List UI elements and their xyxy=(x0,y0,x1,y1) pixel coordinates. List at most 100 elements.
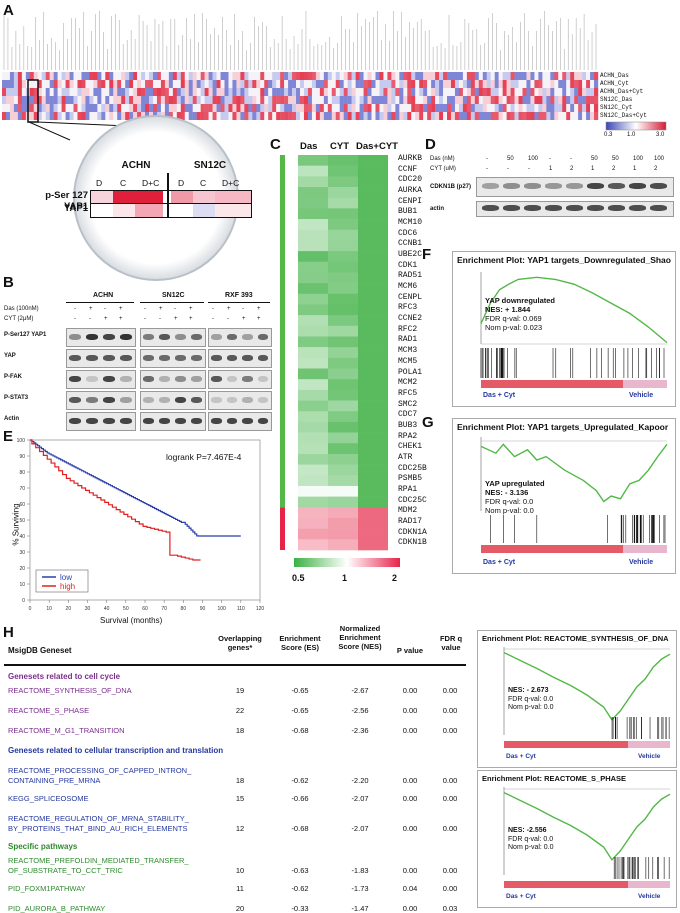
heat-cell xyxy=(351,72,356,80)
heat-cell xyxy=(435,96,440,104)
heat-cell xyxy=(298,485,328,497)
km-curve-high xyxy=(30,439,201,561)
x-tick-label: 70 xyxy=(161,606,167,612)
heat-cell xyxy=(319,104,325,112)
heat-cell xyxy=(21,112,27,120)
heat-cell xyxy=(133,80,138,88)
blot-band xyxy=(257,418,268,424)
cyt-value: - xyxy=(528,166,530,172)
heat-cell xyxy=(562,80,567,88)
es-value: -0.66 xyxy=(291,794,309,803)
heat-cell xyxy=(502,104,507,112)
y-tick-label: 90 xyxy=(19,454,25,460)
p-value: 0.00 xyxy=(402,904,418,913)
heat-cell xyxy=(65,80,70,88)
heat-cell xyxy=(431,88,436,96)
heat-cell xyxy=(411,88,416,96)
heat-cell xyxy=(208,72,213,80)
heat-cell xyxy=(586,80,591,88)
heat-cell xyxy=(447,80,452,88)
heat-cell xyxy=(586,104,591,112)
heat-cell xyxy=(248,72,253,80)
heat-cell xyxy=(328,176,358,188)
heat-cell xyxy=(466,88,472,96)
heat-cell xyxy=(97,88,102,96)
heat-cell xyxy=(13,112,19,120)
heat-cell xyxy=(41,88,46,96)
heat-cell xyxy=(358,176,388,188)
heat-cell xyxy=(37,112,42,120)
heat-cell xyxy=(339,104,344,112)
heat-cell xyxy=(208,112,213,120)
heat-cell xyxy=(93,104,98,112)
heat-cell xyxy=(458,104,464,112)
x-tick-label: 50 xyxy=(123,606,129,612)
heat-cell xyxy=(328,475,358,487)
es-value: -0.63 xyxy=(291,866,309,875)
heat-cell xyxy=(284,72,289,80)
gsea-plot-h1: Enrichment Plot: REACTOME_SYNTHESIS_OF_D… xyxy=(477,630,677,768)
es-value: -0.68 xyxy=(291,726,309,735)
gene-label: CCNB1 xyxy=(398,239,423,249)
heat-cell xyxy=(395,104,400,112)
heat-cell xyxy=(260,112,265,120)
heat-cell xyxy=(486,104,491,112)
heat-cell xyxy=(482,96,487,104)
heat-cell xyxy=(298,272,328,284)
heat-cell xyxy=(443,96,448,104)
heat-cell xyxy=(534,80,539,88)
heat-cell xyxy=(570,72,575,80)
heat-cell xyxy=(204,112,209,120)
heat-cell xyxy=(546,88,551,96)
heat-cell xyxy=(298,155,328,166)
heat-cell xyxy=(478,88,483,96)
heat-cell xyxy=(33,80,38,88)
heat-cell xyxy=(443,104,448,112)
heat-cell xyxy=(403,72,408,80)
heat-cell xyxy=(578,96,583,104)
heat-cell xyxy=(216,88,221,96)
heat-cell xyxy=(359,88,364,96)
heat-cell xyxy=(97,72,102,80)
blot-band xyxy=(524,183,541,189)
annot-line: NES: - 2.673 xyxy=(508,687,549,694)
heat-cell xyxy=(298,165,328,177)
heat-cell xyxy=(328,400,358,412)
es-value: -0.33 xyxy=(291,904,309,913)
heat-cell xyxy=(29,104,34,112)
heat-cell xyxy=(298,197,328,209)
geneset-name: REACTOME_REGULATION_OF_MRNA_STABILITY_ xyxy=(8,814,189,823)
heat-cell xyxy=(288,88,293,96)
c-scale-tick: 0.5 xyxy=(292,573,305,583)
heat-cell xyxy=(358,368,388,380)
heat-cell xyxy=(298,389,328,401)
heat-cell xyxy=(73,96,78,104)
heat-cell xyxy=(121,96,126,104)
heat-cell xyxy=(13,72,19,80)
heat-cell xyxy=(152,88,158,96)
heat-cell xyxy=(435,112,440,120)
y-tick-label: 0 xyxy=(22,598,25,604)
heat-cell xyxy=(510,72,515,80)
heat-cell xyxy=(423,88,428,96)
heat-cell xyxy=(164,96,170,104)
zoom-cell-line: SN12C xyxy=(193,160,227,171)
panel-label-c: C xyxy=(270,136,281,153)
heat-cell xyxy=(53,88,58,96)
heat-cell xyxy=(358,293,388,305)
overlap-value: 18 xyxy=(235,726,245,735)
heat-cell xyxy=(363,112,368,120)
heat-cell xyxy=(339,112,344,120)
heat-cell xyxy=(439,96,444,104)
heat-cell xyxy=(53,72,58,80)
das-value: - xyxy=(549,156,551,162)
heat-cell xyxy=(554,80,559,88)
heat-cell xyxy=(224,88,229,96)
gene-label: MCM2 xyxy=(398,378,418,388)
heat-cell xyxy=(530,96,535,104)
heat-cell xyxy=(232,112,237,120)
heat-cell xyxy=(358,272,388,284)
zoom-heat-grid xyxy=(90,173,252,218)
heat-cell xyxy=(403,112,408,120)
blot-strip xyxy=(208,412,272,431)
